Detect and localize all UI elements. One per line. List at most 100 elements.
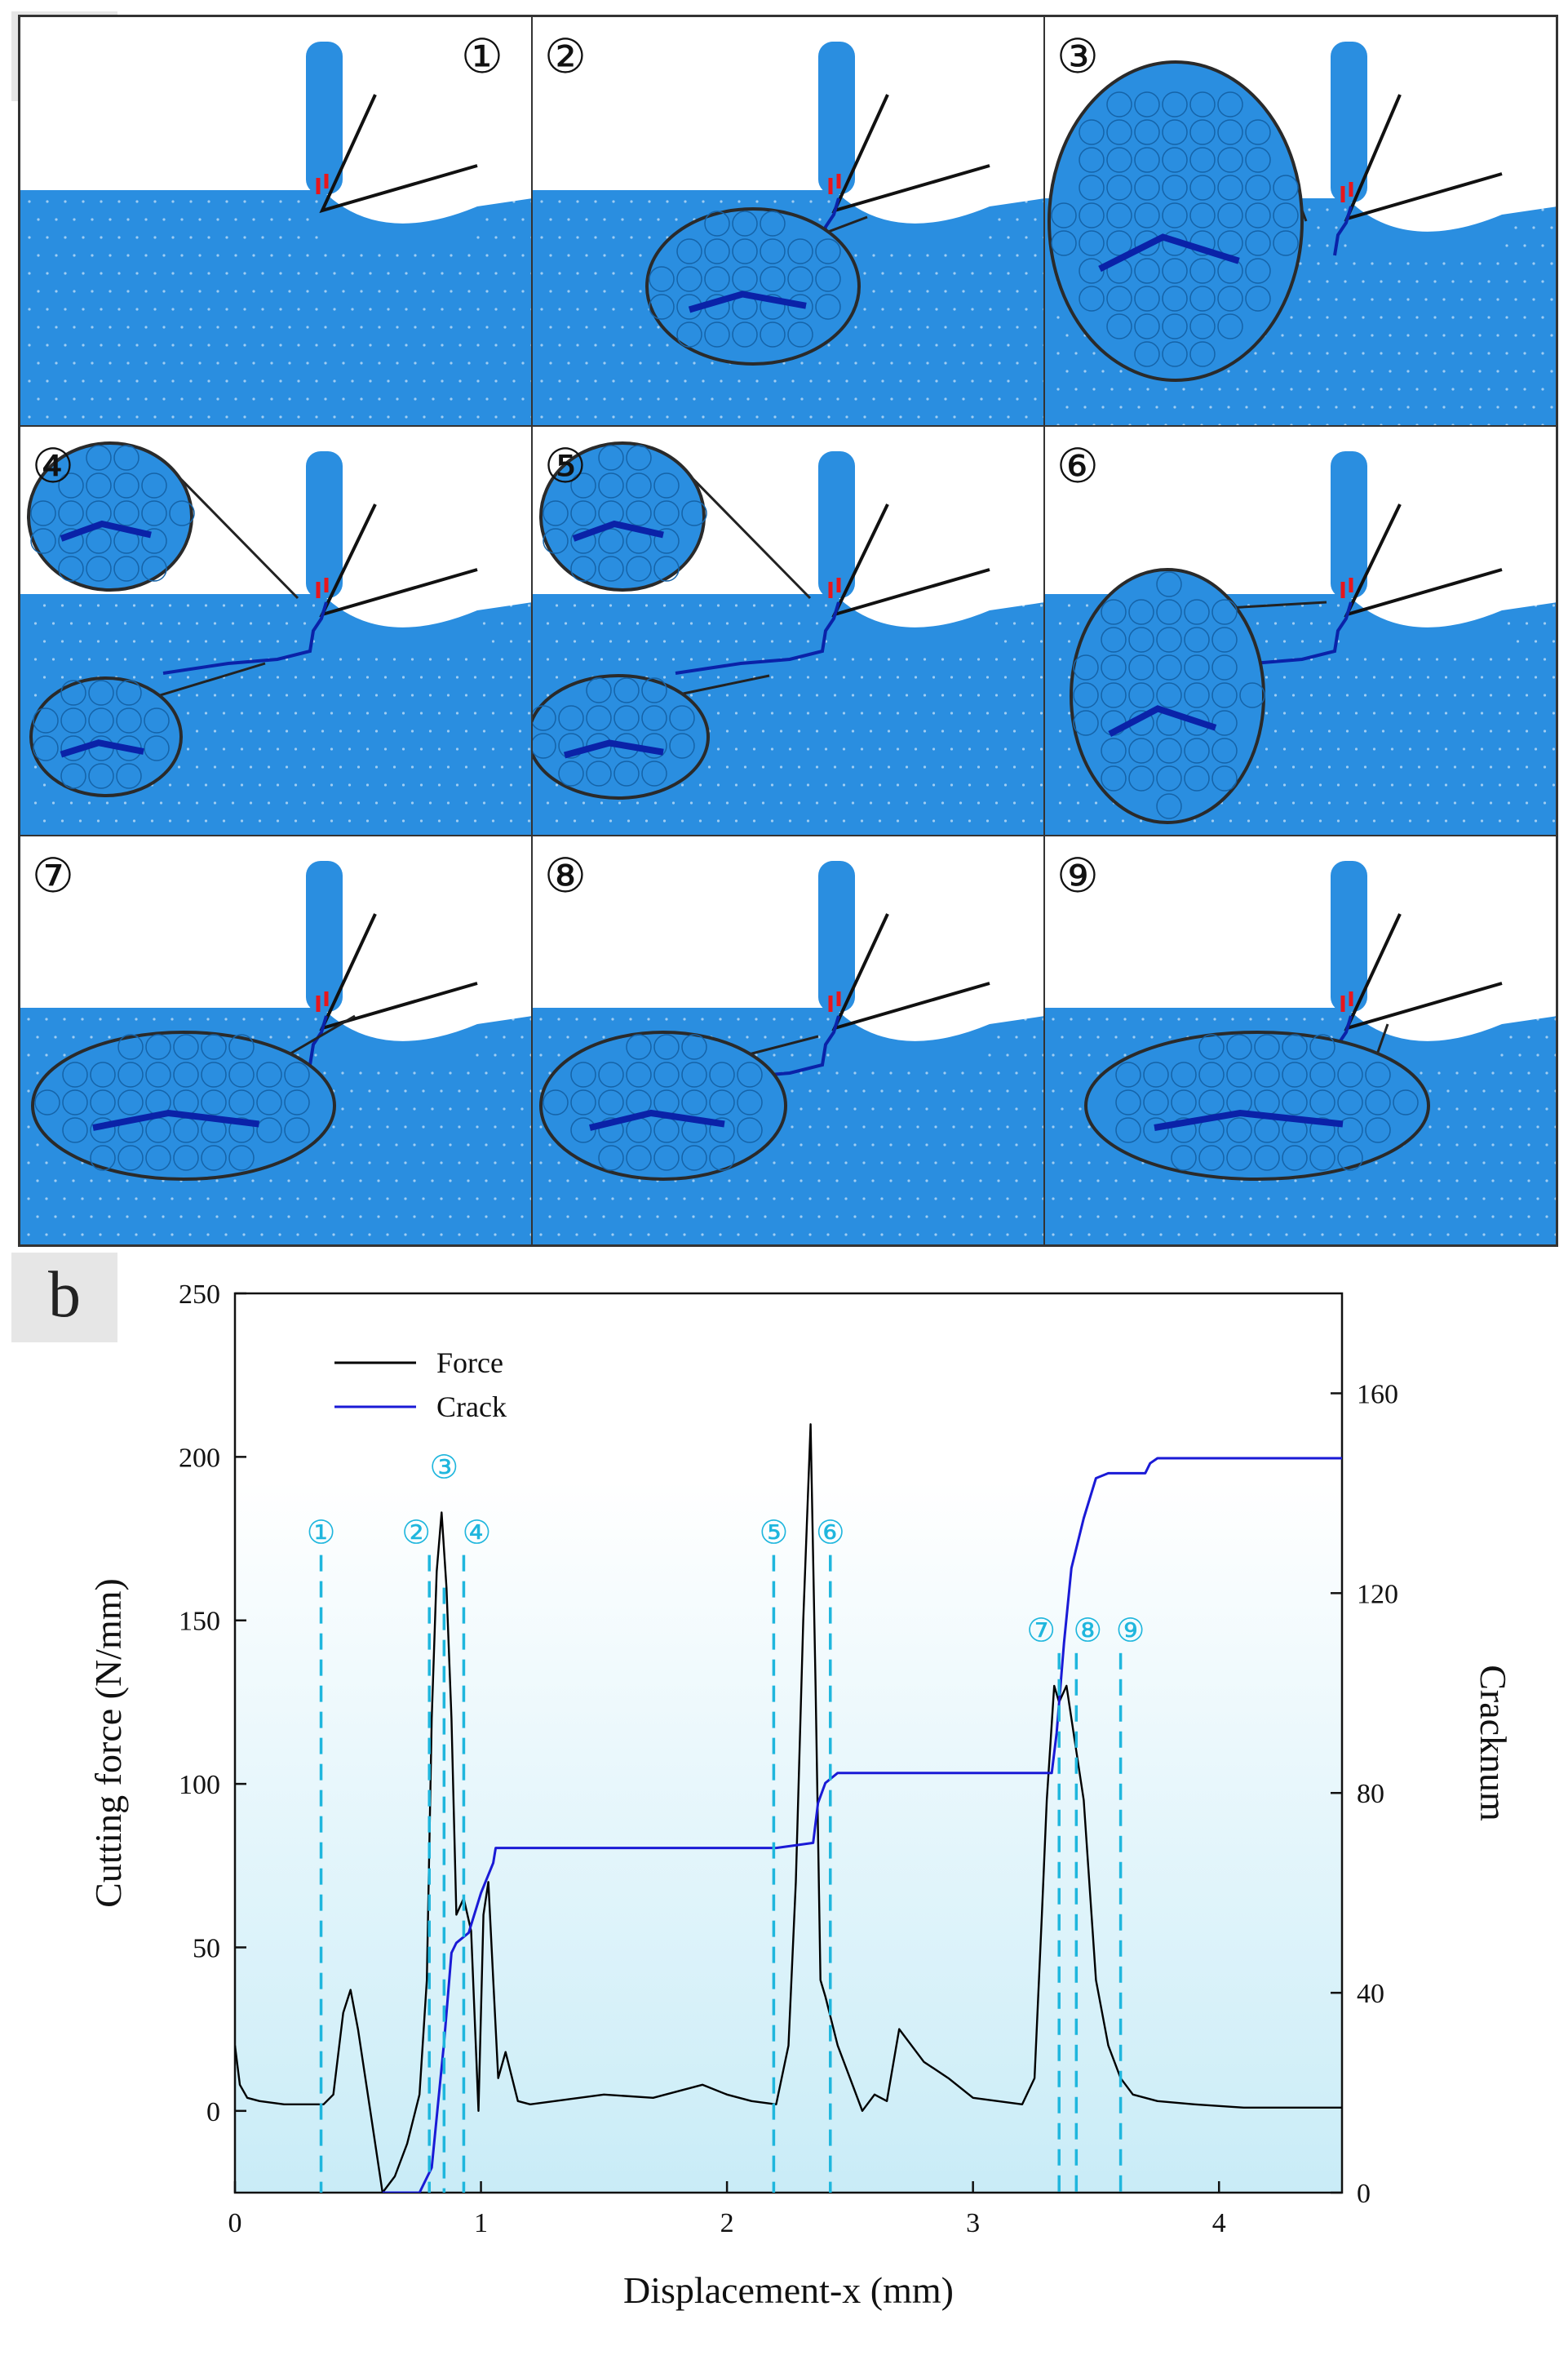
zoom-leader-line — [157, 662, 266, 698]
chip-particles — [306, 451, 343, 598]
cutting-tool — [831, 913, 990, 1031]
simulation-panel: ⑥ — [1044, 426, 1557, 836]
simulation-panel: ⑤ — [532, 426, 1044, 836]
panel-label-b: b — [11, 1253, 117, 1342]
x-axis-label: Displacement-x (mm) — [623, 2269, 954, 2311]
panel-step-number: ⑥ — [1056, 438, 1099, 494]
zoom-crack-path — [563, 739, 664, 759]
series-line-crack — [382, 1457, 1342, 2193]
step-marker-label: ④ — [463, 1515, 492, 1552]
particle-snapshot — [20, 441, 531, 835]
zoom-leader-line — [1234, 601, 1327, 609]
y-tick-label: 250 — [179, 1280, 220, 1310]
series-line-force — [235, 1423, 1342, 2193]
cutting-tool — [831, 503, 990, 618]
crack-red-bonds — [828, 578, 841, 598]
crack-red-bonds — [316, 991, 329, 1012]
y-tick-label: 50 — [193, 1933, 220, 1963]
cutting-tool — [319, 503, 478, 618]
chip-particles — [818, 451, 855, 598]
y2-axis-label: Cracknum — [1473, 1665, 1514, 1821]
zoom-inset — [1084, 1031, 1430, 1181]
step-marker-label: ⑦ — [1026, 1612, 1056, 1650]
chip-particles — [818, 861, 855, 1012]
zoom-crack-path — [60, 520, 152, 542]
particle-snapshot — [533, 42, 1043, 425]
crack-red-bonds — [828, 174, 841, 194]
particle-snapshot — [533, 441, 1043, 835]
chip-particles — [1331, 861, 1367, 1012]
cutting-tool — [1344, 503, 1503, 618]
simulation-panel: ③ — [1044, 16, 1557, 426]
panel-step-number: ⑦ — [32, 848, 74, 903]
y2-tick-label: 0 — [1357, 2179, 1371, 2209]
zoom-inset — [1048, 60, 1304, 382]
zoom-leader-line — [288, 1014, 356, 1056]
panel-step-number: ⑨ — [1056, 848, 1099, 903]
simulation-panel: ⑦ — [20, 836, 532, 1245]
step-marker-label: ⑨ — [1116, 1612, 1145, 1650]
step-marker-label: ① — [307, 1515, 336, 1552]
crack-red-bonds — [1340, 578, 1353, 598]
panel-step-number: ① — [461, 29, 503, 84]
x-tick-label: 3 — [966, 2208, 980, 2238]
simulation-panel: ② — [532, 16, 1044, 426]
crack-red-bonds — [1340, 991, 1353, 1012]
zoom-inset — [533, 674, 710, 800]
y2-tick-label: 160 — [1357, 1379, 1398, 1409]
particle-snapshot — [1045, 451, 1556, 835]
zoom-inset — [539, 1031, 787, 1181]
simulation-panel: ① — [20, 16, 532, 426]
particle-snapshot — [1045, 861, 1556, 1244]
x-tick-label: 4 — [1212, 2208, 1226, 2238]
crack-red-bonds — [828, 991, 841, 1012]
zoom-leader-line — [748, 1035, 819, 1056]
cutting-tool — [831, 94, 990, 214]
crack-red-bonds — [316, 174, 329, 194]
plot-background — [235, 1481, 1342, 2193]
x-tick-label: 1 — [474, 2208, 488, 2238]
panel-step-number: ③ — [1056, 29, 1099, 84]
crack-path — [1333, 206, 1353, 256]
legend-label: Force — [436, 1346, 503, 1379]
x-tick-label: 0 — [228, 2208, 242, 2238]
crack-path — [162, 601, 328, 675]
simulation-panel: ⑨ — [1044, 836, 1557, 1245]
zoom-crack-path — [1154, 1109, 1344, 1131]
step-marker-label: ⑥ — [816, 1515, 845, 1552]
y2-tick-label: 40 — [1357, 1979, 1384, 2009]
zoom-leader-line — [1375, 1023, 1389, 1055]
panel-step-number: ④ — [32, 438, 74, 494]
particle-snapshot — [20, 42, 531, 425]
zoom-inset — [31, 1031, 336, 1181]
chip-particles — [306, 42, 343, 194]
force-crack-chart: 0 1 2 3 405010015020025004080120160Displacem… — [87, 1280, 1514, 2311]
cutting-tool — [319, 913, 478, 1031]
chip-particles — [818, 42, 855, 194]
cutting-tool — [319, 94, 478, 214]
zoom-crack-path — [1098, 233, 1240, 273]
crack-red-bonds — [316, 578, 329, 598]
step-marker-label: ⑤ — [759, 1515, 788, 1552]
zoom-crack-path — [1108, 705, 1217, 738]
zoom-leader-line — [166, 463, 299, 600]
y-tick-label: 0 — [206, 2097, 220, 2127]
y-tick-label: 200 — [179, 1443, 220, 1473]
workpiece-particles — [20, 190, 531, 425]
zoom-leader-line — [826, 215, 868, 233]
zoom-crack-path — [589, 1109, 725, 1131]
y-tick-label: 100 — [179, 1770, 220, 1800]
y-axis-label: Cutting force (N/mm) — [87, 1578, 129, 1908]
cutting-tool — [1344, 913, 1503, 1031]
zoom-crack-path — [92, 1109, 259, 1131]
x-tick-label: 2 — [720, 2208, 734, 2238]
panel-step-number: ⑧ — [544, 848, 587, 903]
crack-red-bonds — [1340, 182, 1353, 202]
y2-tick-label: 80 — [1357, 1779, 1384, 1809]
chip-particles — [1331, 42, 1367, 202]
step-marker-label: ② — [401, 1515, 431, 1552]
zoom-inset — [645, 207, 861, 366]
panel-step-number: ⑤ — [544, 438, 587, 494]
plot-frame — [233, 1292, 1344, 2194]
